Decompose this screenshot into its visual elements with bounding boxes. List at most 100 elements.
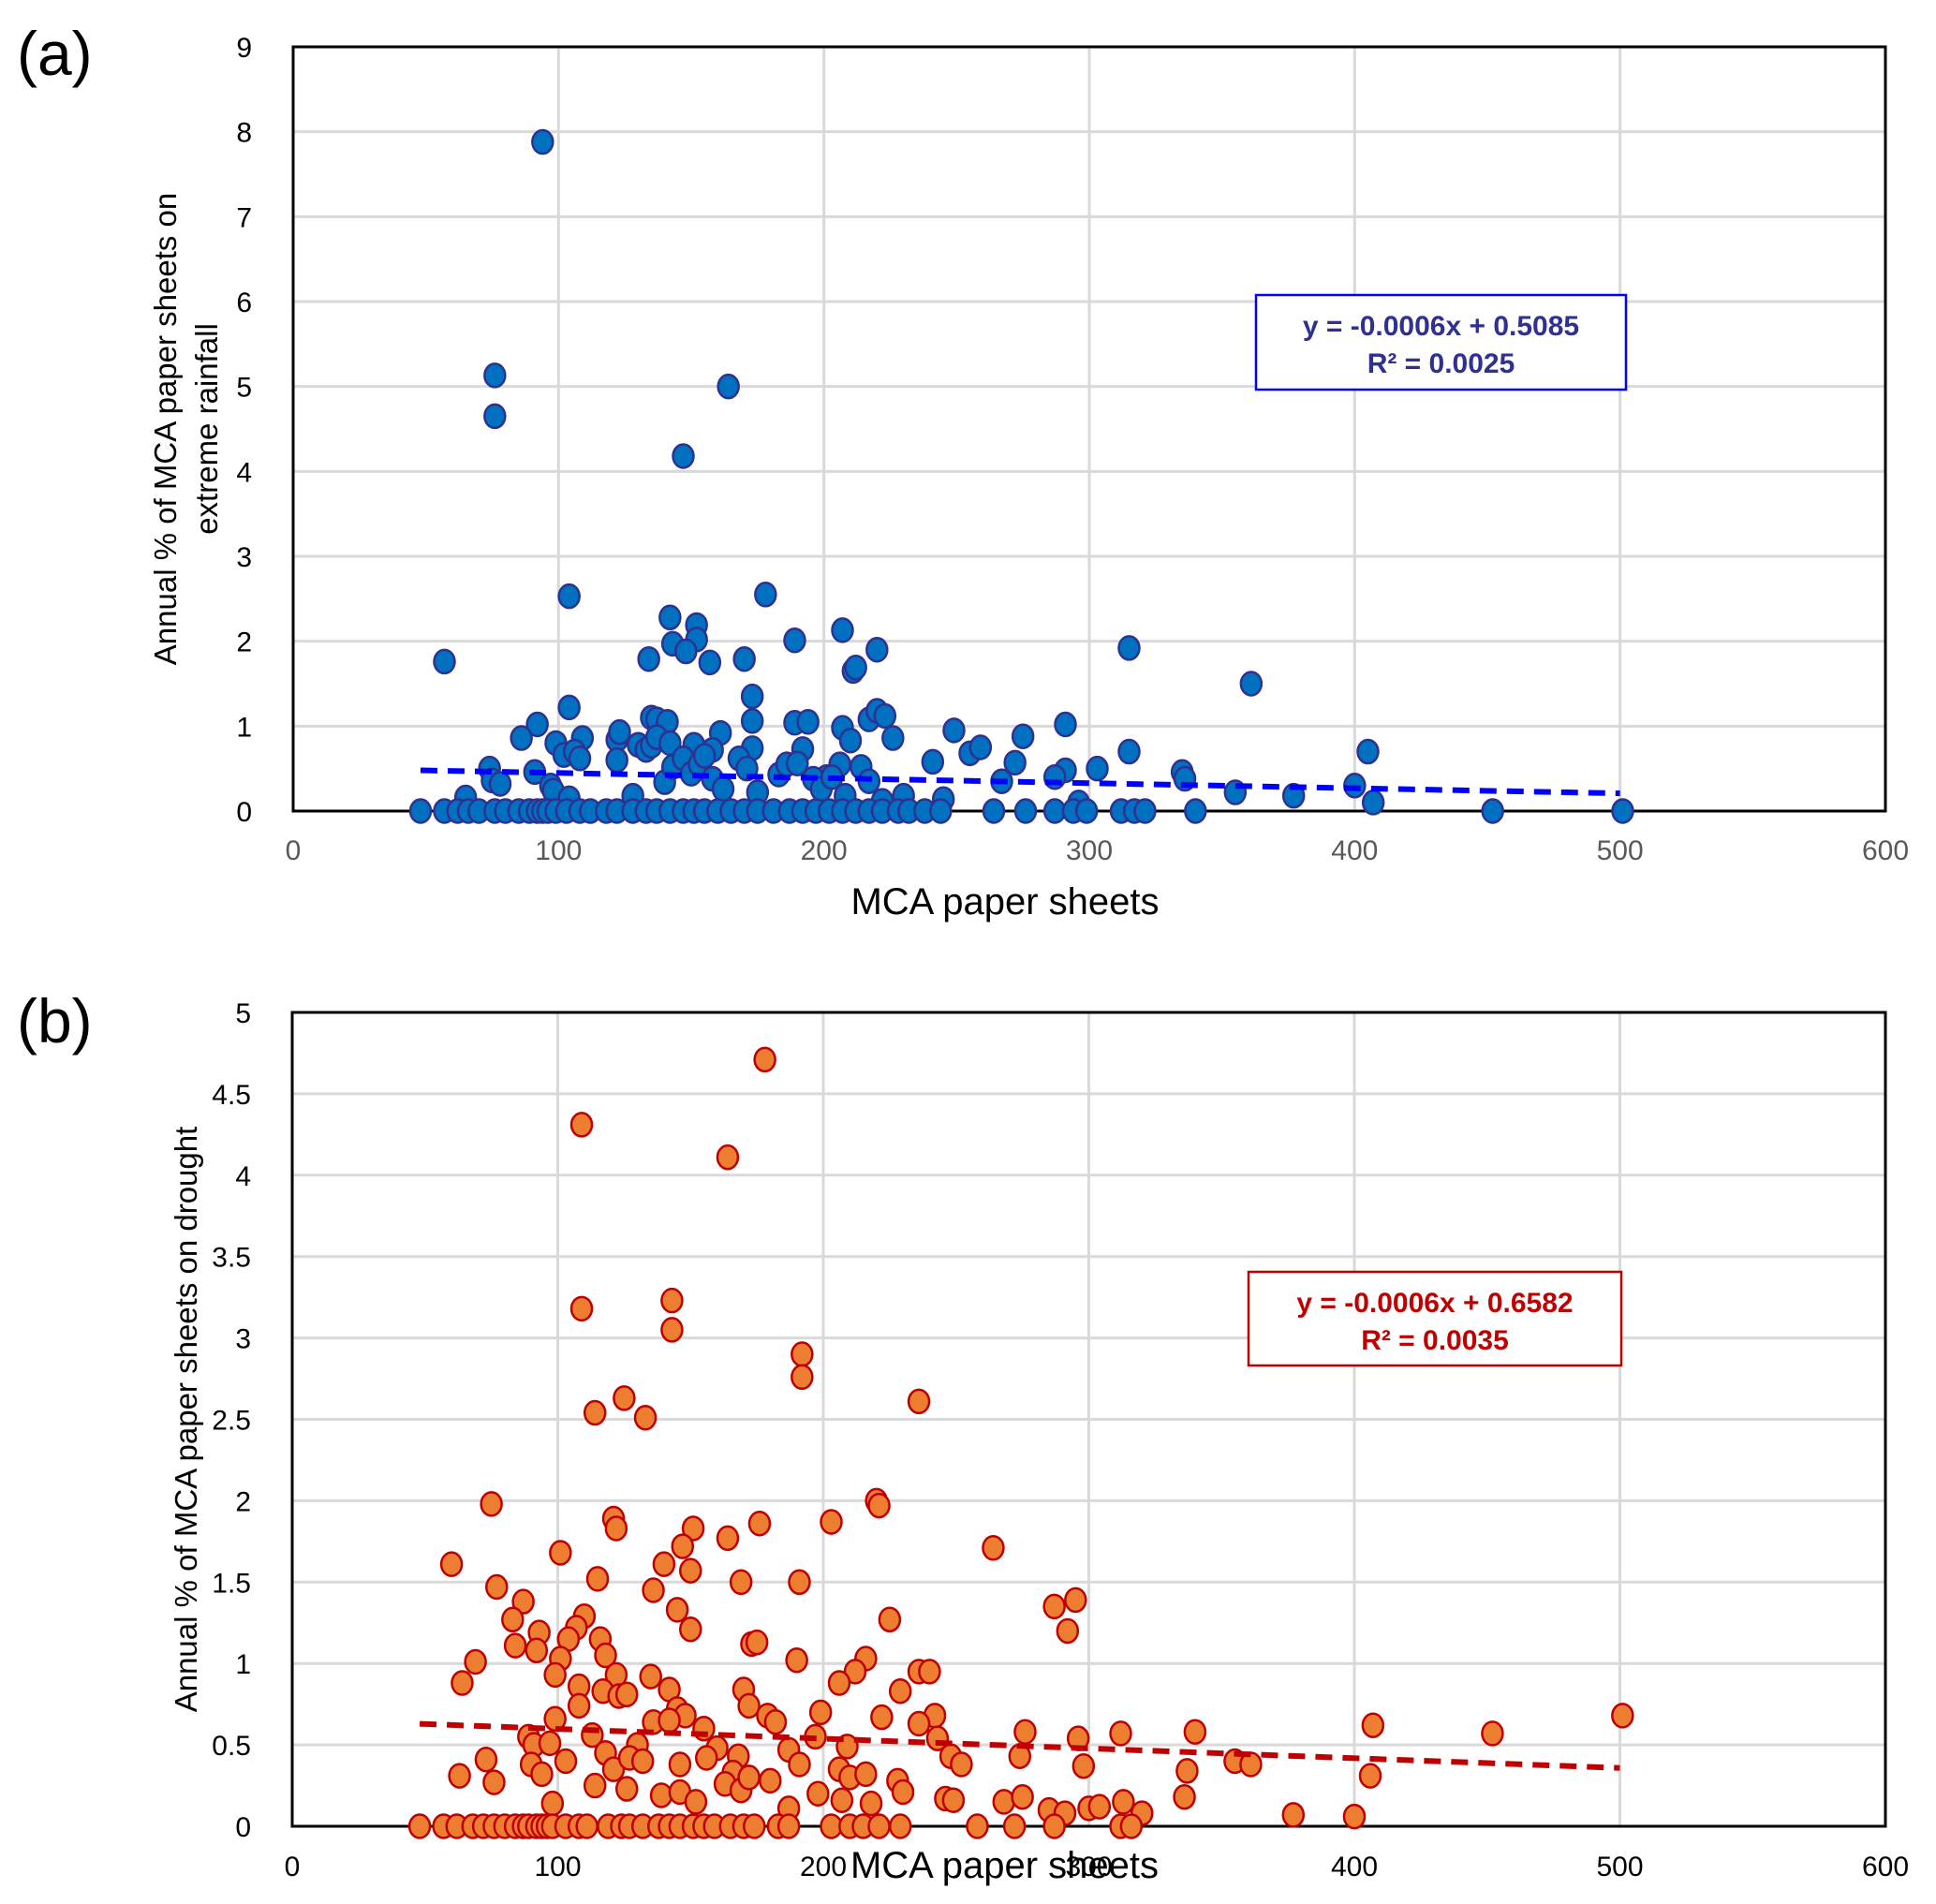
y-axis-title-line1: Annual % of MCA paper sheets on xyxy=(148,193,183,665)
data-point xyxy=(1117,635,1141,661)
data-point xyxy=(569,1112,594,1138)
data-point xyxy=(674,638,698,665)
data-point xyxy=(1356,738,1380,765)
data-point xyxy=(1117,738,1141,765)
x-tick-label: 600 xyxy=(1862,835,1909,866)
x-tick-label: 100 xyxy=(535,835,582,866)
data-point xyxy=(907,1710,931,1737)
data-point xyxy=(672,443,695,469)
equation-box: y = -0.0006x + 0.5085 R² = 0.0025 xyxy=(1254,293,1628,391)
y-tick-label: 5 xyxy=(236,373,252,404)
x-tick-label: 0 xyxy=(285,1852,301,1882)
data-point xyxy=(583,1772,607,1799)
data-point xyxy=(695,1745,718,1771)
data-point xyxy=(1184,798,1207,824)
data-point xyxy=(1002,1813,1027,1839)
data-point xyxy=(1042,1813,1066,1839)
data-point xyxy=(1358,1763,1382,1789)
data-point xyxy=(525,1637,549,1664)
data-point xyxy=(796,709,820,735)
data-point xyxy=(788,1569,811,1596)
y-tick-label: 1.5 xyxy=(212,1568,251,1599)
data-point xyxy=(681,1515,705,1542)
data-point xyxy=(614,1681,639,1707)
data-point xyxy=(1175,1758,1199,1784)
data-point xyxy=(929,798,953,824)
data-point xyxy=(567,1692,591,1720)
y-tick-label: 1 xyxy=(236,712,252,743)
data-point xyxy=(660,1317,684,1343)
data-point xyxy=(538,1730,562,1757)
data-point xyxy=(1133,798,1157,824)
data-point xyxy=(1087,1793,1112,1820)
x-tick-label: 500 xyxy=(1597,835,1644,866)
y-axis-title: Annual % of MCA paper sheets on drought xyxy=(169,1127,203,1713)
data-point xyxy=(711,775,735,803)
data-point xyxy=(867,1813,891,1839)
data-point xyxy=(1109,1720,1132,1747)
y-tick-label: 2 xyxy=(235,1486,251,1517)
y-tick-label: 7 xyxy=(236,202,252,233)
data-point xyxy=(1361,790,1385,816)
data-point xyxy=(510,725,533,751)
data-point xyxy=(1011,723,1035,749)
y-tick-label: 2 xyxy=(236,627,252,658)
data-point xyxy=(543,1661,567,1689)
data-point xyxy=(759,1767,782,1794)
data-point xyxy=(407,1813,432,1839)
panel-label: (a) xyxy=(17,19,93,88)
data-point xyxy=(788,1751,811,1778)
y-tick-label: 0.5 xyxy=(212,1731,251,1762)
data-point xyxy=(1074,798,1099,824)
data-point xyxy=(503,1632,527,1659)
y-tick-label: 4 xyxy=(235,1161,251,1192)
data-point xyxy=(737,1764,761,1791)
data-point xyxy=(649,1782,673,1808)
data-point xyxy=(1611,1703,1634,1729)
x-axis-title: MCA paper sheets xyxy=(850,881,1159,922)
x-tick-label: 400 xyxy=(1331,835,1378,866)
equation-text: y = -0.0006x + 0.6582 xyxy=(1296,1288,1573,1319)
data-point xyxy=(530,1761,554,1788)
data-point xyxy=(737,1692,761,1720)
data-point xyxy=(1281,1802,1306,1828)
data-point xyxy=(658,604,682,631)
data-point xyxy=(878,1606,902,1633)
y-tick-label: 0 xyxy=(235,1812,251,1843)
data-point xyxy=(630,1748,655,1775)
data-point xyxy=(743,1813,766,1839)
data-point xyxy=(808,1699,833,1726)
data-point xyxy=(439,1551,464,1577)
data-point xyxy=(1361,1712,1385,1738)
data-point xyxy=(652,1551,676,1577)
data-point xyxy=(448,1763,471,1789)
y-tick-label: 5 xyxy=(235,998,251,1029)
data-point xyxy=(665,1597,689,1623)
data-point xyxy=(716,1144,740,1171)
data-point xyxy=(1481,1720,1504,1747)
panel-label: (b) xyxy=(17,986,93,1055)
data-point xyxy=(873,702,897,730)
data-point xyxy=(684,1789,708,1815)
data-point xyxy=(554,1748,578,1775)
x-tick-label: 200 xyxy=(801,835,848,866)
equation-box-frame xyxy=(1254,293,1628,391)
data-point xyxy=(633,1405,658,1431)
data-point xyxy=(950,1751,973,1778)
y-tick-label: 8 xyxy=(236,118,252,149)
data-point xyxy=(754,582,777,608)
data-point xyxy=(658,1707,681,1734)
data-point xyxy=(907,1388,931,1415)
data-point xyxy=(786,750,809,776)
data-point xyxy=(827,1670,851,1696)
data-point xyxy=(614,1776,639,1802)
data-point xyxy=(485,1573,509,1601)
data-point xyxy=(843,1659,867,1685)
data-point xyxy=(480,1491,503,1517)
data-point xyxy=(601,1756,626,1782)
data-point xyxy=(717,373,740,400)
data-point xyxy=(941,1787,966,1813)
data-point xyxy=(1013,1719,1037,1745)
data-point xyxy=(1064,1587,1087,1614)
data-point xyxy=(1042,1593,1066,1620)
